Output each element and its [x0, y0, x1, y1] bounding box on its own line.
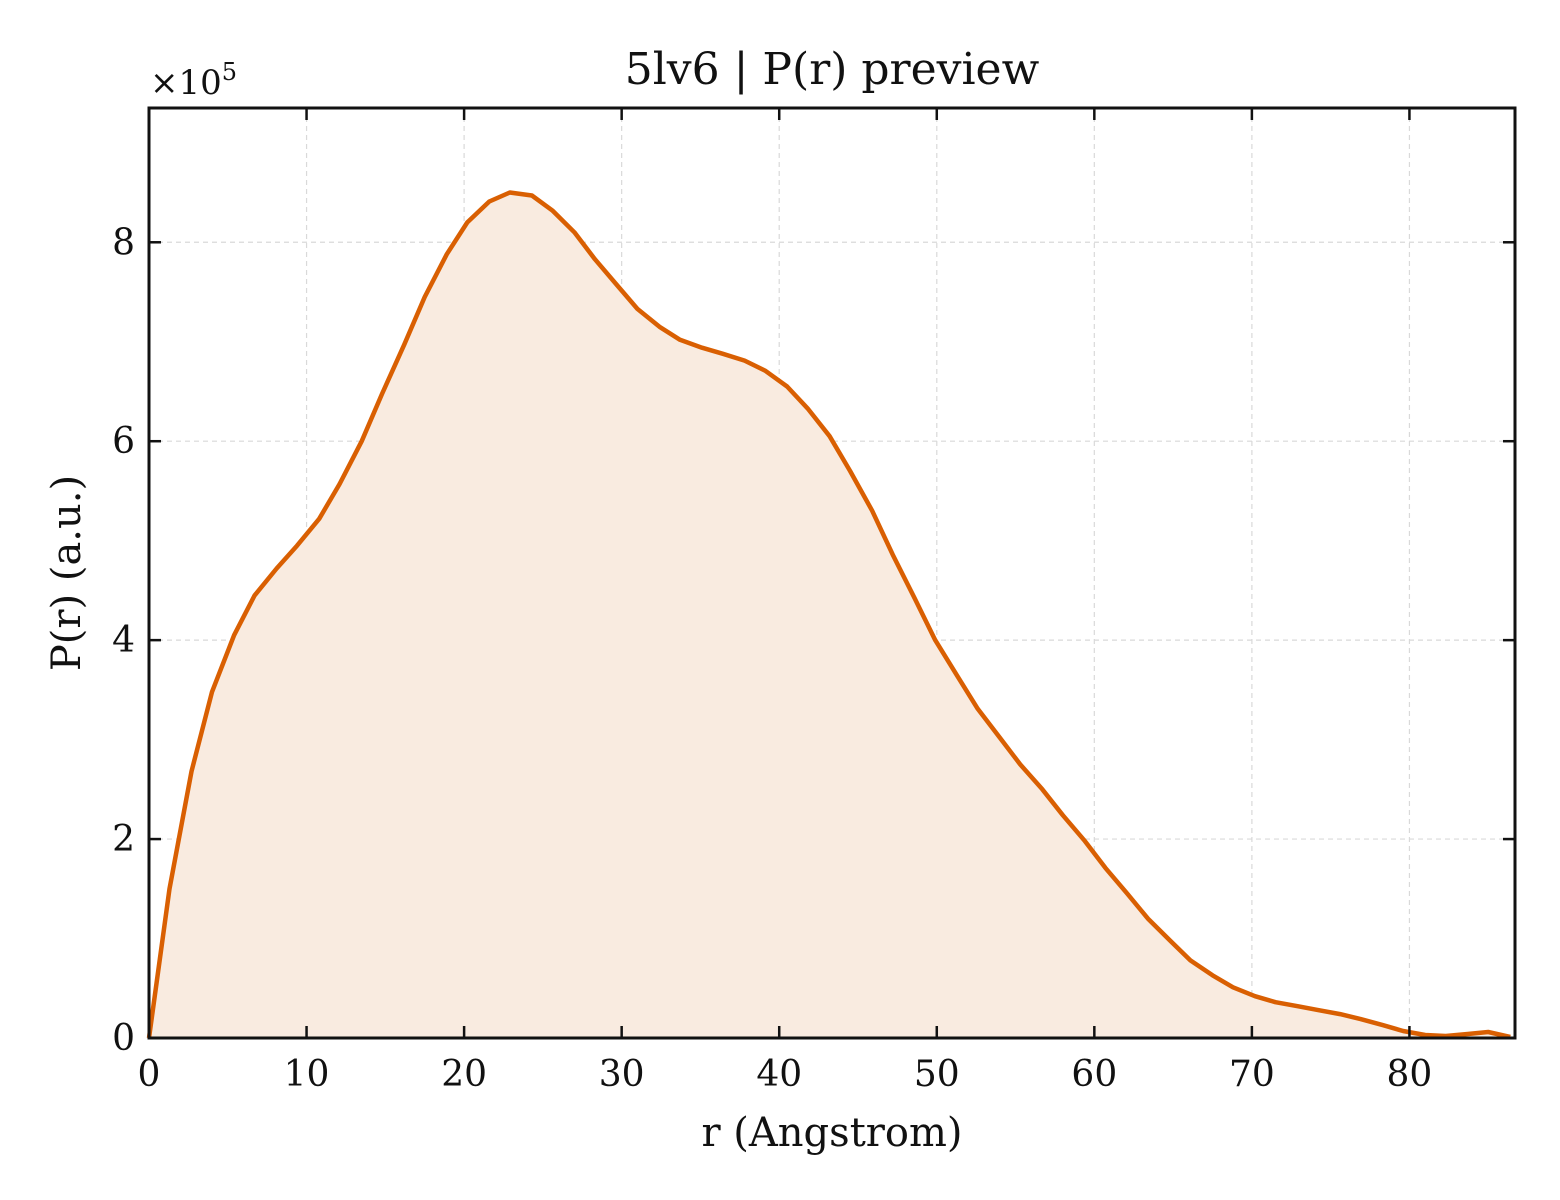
y-multiplier-exponent: 5	[222, 58, 237, 86]
y-axis-label: P(r) (a.u.)	[44, 475, 90, 671]
axis-ticks: 0 10 20 30 40 50 60 70 80 0 2 4 6 8	[112, 108, 1515, 1095]
x-tick-label: 20	[441, 1054, 487, 1095]
y-tick-label: 4	[112, 620, 135, 661]
y-tick-label: 2	[112, 819, 135, 860]
y-multiplier-base: ×10	[150, 63, 222, 103]
x-tick-label: 0	[138, 1054, 161, 1095]
y-tick-label: 0	[112, 1018, 135, 1059]
x-axis-label: r (Angstrom)	[701, 1110, 962, 1156]
plot-frame	[147, 106, 1517, 1040]
y-tick-label: 6	[112, 421, 135, 462]
x-tick-label: 80	[1387, 1054, 1433, 1095]
x-tick-label: 70	[1229, 1054, 1275, 1095]
series-line	[146, 190, 1511, 1040]
x-tick-label: 10	[284, 1054, 330, 1095]
chart-title: 5lv6 | P(r) preview	[625, 44, 1040, 95]
x-tick-label: 50	[914, 1054, 960, 1095]
y-axis-multiplier: ×105	[150, 58, 237, 103]
x-tick-label: 60	[1071, 1054, 1117, 1095]
x-tick-label: 30	[599, 1054, 645, 1095]
x-tick-label: 40	[756, 1054, 802, 1095]
y-tick-label: 8	[112, 222, 135, 263]
series-area-fill	[149, 192, 1511, 1038]
